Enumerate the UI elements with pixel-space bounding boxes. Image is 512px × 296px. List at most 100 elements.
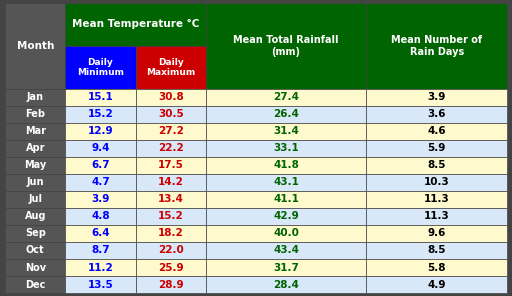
Text: 5.8: 5.8 [428,263,446,273]
Text: Sep: Sep [25,229,46,239]
Bar [136,191,206,208]
Bar [66,46,136,89]
Bar [206,106,367,123]
Bar [5,89,66,106]
Text: 31.4: 31.4 [273,126,299,136]
Bar [206,174,367,191]
Text: 30.8: 30.8 [158,92,184,102]
Text: 31.7: 31.7 [273,263,299,273]
Text: 28.4: 28.4 [273,279,299,289]
Bar [5,259,66,276]
Bar [206,89,367,106]
Bar [367,3,507,89]
Bar [66,157,136,174]
Text: Aug: Aug [25,211,46,221]
Bar [136,174,206,191]
Bar [136,259,206,276]
Bar [206,157,367,174]
Text: Month: Month [16,41,54,51]
Bar [136,208,206,225]
Text: 33.1: 33.1 [273,143,299,153]
Bar [66,208,136,225]
Bar [136,276,206,293]
Text: 28.9: 28.9 [158,279,183,289]
Bar [206,225,367,242]
Bar [66,106,136,123]
Bar [66,191,136,208]
Bar [5,208,66,225]
Text: Mean Number of
Rain Days: Mean Number of Rain Days [391,35,482,57]
Bar [206,191,367,208]
Bar [367,157,507,174]
Text: 6.7: 6.7 [91,160,110,170]
Text: 4.8: 4.8 [91,211,110,221]
Text: 8.5: 8.5 [428,160,446,170]
Text: Jan: Jan [27,92,44,102]
Text: Mean Total Rainfall
(mm): Mean Total Rainfall (mm) [233,35,339,57]
Bar [206,208,367,225]
Text: 17.5: 17.5 [158,160,184,170]
Text: Jun: Jun [27,177,44,187]
Text: Apr: Apr [26,143,45,153]
Text: 27.2: 27.2 [158,126,184,136]
Text: 15.1: 15.1 [88,92,113,102]
Text: 30.5: 30.5 [158,109,184,119]
Text: 40.0: 40.0 [273,229,299,239]
Text: 4.9: 4.9 [428,279,446,289]
Text: 41.1: 41.1 [273,194,299,205]
Bar [66,225,136,242]
Bar [206,140,367,157]
Text: Dec: Dec [25,279,46,289]
Text: 5.9: 5.9 [428,143,446,153]
Bar [136,89,206,106]
Text: 22.2: 22.2 [158,143,184,153]
Text: 4.6: 4.6 [428,126,446,136]
Text: 13.5: 13.5 [88,279,113,289]
Bar [5,242,66,259]
Text: 8.5: 8.5 [428,245,446,255]
Bar [136,46,206,89]
Bar [367,140,507,157]
Text: 9.4: 9.4 [91,143,110,153]
Bar [66,140,136,157]
Bar [136,242,206,259]
Bar [5,140,66,157]
Bar [367,106,507,123]
Bar [206,123,367,140]
Bar [136,157,206,174]
Text: 25.9: 25.9 [158,263,183,273]
Text: 11.3: 11.3 [424,194,450,205]
Bar [5,276,66,293]
Bar [136,225,206,242]
Bar [136,106,206,123]
Text: 12.9: 12.9 [88,126,113,136]
Bar [66,3,206,46]
Text: 4.7: 4.7 [91,177,110,187]
Text: May: May [24,160,47,170]
Text: 22.0: 22.0 [158,245,184,255]
Bar [66,123,136,140]
Bar [367,259,507,276]
Bar [5,3,66,89]
Text: Feb: Feb [25,109,45,119]
Bar [66,89,136,106]
Text: 3.9: 3.9 [91,194,110,205]
Bar [206,276,367,293]
Text: 27.4: 27.4 [273,92,299,102]
Text: Daily
Maximum: Daily Maximum [146,58,195,77]
Bar [5,106,66,123]
Bar [136,140,206,157]
Bar [66,276,136,293]
Text: Daily
Minimum: Daily Minimum [77,58,124,77]
Bar [367,174,507,191]
Bar [367,242,507,259]
Text: 15.2: 15.2 [158,211,184,221]
Text: 3.9: 3.9 [428,92,446,102]
Bar [66,242,136,259]
Bar [5,191,66,208]
Text: Oct: Oct [26,245,45,255]
Text: 43.4: 43.4 [273,245,299,255]
Text: 26.4: 26.4 [273,109,299,119]
Bar [206,3,367,89]
Text: 15.2: 15.2 [88,109,113,119]
